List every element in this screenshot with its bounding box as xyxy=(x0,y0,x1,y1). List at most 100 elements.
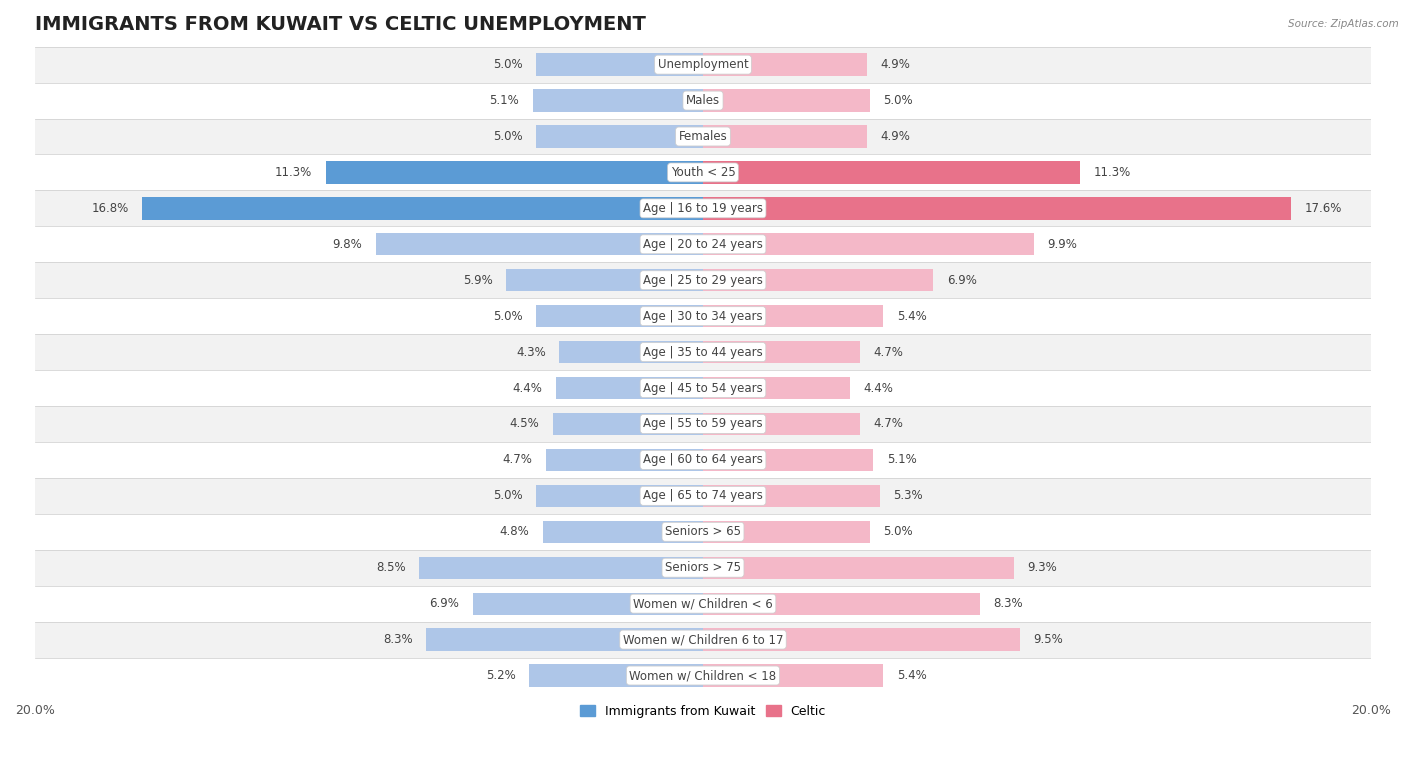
Text: 5.1%: 5.1% xyxy=(489,94,519,107)
Bar xyxy=(536,126,703,148)
Bar xyxy=(35,154,1371,191)
Text: 5.4%: 5.4% xyxy=(897,310,927,322)
Text: 4.5%: 4.5% xyxy=(509,417,540,431)
Bar xyxy=(543,521,703,543)
Text: 4.9%: 4.9% xyxy=(880,130,910,143)
Bar xyxy=(703,89,870,112)
Text: Age | 60 to 64 years: Age | 60 to 64 years xyxy=(643,453,763,466)
Bar xyxy=(533,89,703,112)
Bar xyxy=(375,233,703,255)
Bar xyxy=(560,341,703,363)
Text: 5.0%: 5.0% xyxy=(494,489,523,503)
Text: Age | 45 to 54 years: Age | 45 to 54 years xyxy=(643,382,763,394)
Text: 4.3%: 4.3% xyxy=(516,346,546,359)
Bar xyxy=(35,586,1371,621)
Text: Youth < 25: Youth < 25 xyxy=(671,166,735,179)
Bar xyxy=(703,161,1080,184)
Text: 4.8%: 4.8% xyxy=(499,525,529,538)
Bar xyxy=(703,413,860,435)
Text: 9.3%: 9.3% xyxy=(1026,561,1057,575)
Text: Source: ZipAtlas.com: Source: ZipAtlas.com xyxy=(1288,19,1399,29)
Bar xyxy=(553,413,703,435)
Bar xyxy=(703,126,866,148)
Bar xyxy=(703,484,880,507)
Text: 4.7%: 4.7% xyxy=(503,453,533,466)
Bar xyxy=(536,484,703,507)
Text: Age | 16 to 19 years: Age | 16 to 19 years xyxy=(643,202,763,215)
Text: 17.6%: 17.6% xyxy=(1305,202,1341,215)
Bar xyxy=(35,334,1371,370)
Text: Women w/ Children 6 to 17: Women w/ Children 6 to 17 xyxy=(623,633,783,646)
Text: 5.9%: 5.9% xyxy=(463,274,492,287)
Bar xyxy=(35,191,1371,226)
Bar xyxy=(546,449,703,471)
Text: 4.7%: 4.7% xyxy=(873,417,903,431)
Bar xyxy=(426,628,703,651)
Bar xyxy=(703,593,980,615)
Text: 8.3%: 8.3% xyxy=(382,633,412,646)
Text: 11.3%: 11.3% xyxy=(1094,166,1130,179)
Text: Females: Females xyxy=(679,130,727,143)
Bar xyxy=(703,233,1033,255)
Text: 5.0%: 5.0% xyxy=(494,130,523,143)
Bar xyxy=(35,442,1371,478)
Text: 5.1%: 5.1% xyxy=(887,453,917,466)
Text: 4.4%: 4.4% xyxy=(513,382,543,394)
Bar xyxy=(703,377,851,399)
Text: 5.0%: 5.0% xyxy=(883,525,912,538)
Text: 11.3%: 11.3% xyxy=(276,166,312,179)
Text: 5.3%: 5.3% xyxy=(893,489,922,503)
Text: 5.0%: 5.0% xyxy=(494,58,523,71)
Text: 9.5%: 9.5% xyxy=(1033,633,1063,646)
Text: Seniors > 75: Seniors > 75 xyxy=(665,561,741,575)
Text: Males: Males xyxy=(686,94,720,107)
Text: 8.5%: 8.5% xyxy=(375,561,406,575)
Text: Age | 55 to 59 years: Age | 55 to 59 years xyxy=(643,417,763,431)
Text: Age | 30 to 34 years: Age | 30 to 34 years xyxy=(643,310,763,322)
Bar xyxy=(35,621,1371,658)
Text: IMMIGRANTS FROM KUWAIT VS CELTIC UNEMPLOYMENT: IMMIGRANTS FROM KUWAIT VS CELTIC UNEMPLO… xyxy=(35,15,645,34)
Bar xyxy=(703,341,860,363)
Legend: Immigrants from Kuwait, Celtic: Immigrants from Kuwait, Celtic xyxy=(575,699,831,723)
Bar xyxy=(555,377,703,399)
Text: Age | 25 to 29 years: Age | 25 to 29 years xyxy=(643,274,763,287)
Text: 5.2%: 5.2% xyxy=(486,669,516,682)
Bar xyxy=(703,628,1021,651)
Text: 4.7%: 4.7% xyxy=(873,346,903,359)
Bar xyxy=(326,161,703,184)
Text: 8.3%: 8.3% xyxy=(994,597,1024,610)
Bar xyxy=(35,262,1371,298)
Text: 5.0%: 5.0% xyxy=(883,94,912,107)
Bar xyxy=(35,226,1371,262)
Bar xyxy=(472,593,703,615)
Text: 4.9%: 4.9% xyxy=(880,58,910,71)
Bar xyxy=(35,47,1371,83)
Bar xyxy=(703,305,883,327)
Bar xyxy=(35,514,1371,550)
Bar xyxy=(703,665,883,687)
Bar xyxy=(35,550,1371,586)
Bar xyxy=(536,305,703,327)
Bar xyxy=(536,54,703,76)
Bar xyxy=(142,198,703,220)
Bar xyxy=(35,298,1371,334)
Text: 5.0%: 5.0% xyxy=(494,310,523,322)
Bar xyxy=(506,269,703,291)
Text: 4.4%: 4.4% xyxy=(863,382,893,394)
Bar xyxy=(529,665,703,687)
Text: Age | 20 to 24 years: Age | 20 to 24 years xyxy=(643,238,763,251)
Text: 9.9%: 9.9% xyxy=(1047,238,1077,251)
Text: 16.8%: 16.8% xyxy=(91,202,128,215)
Bar xyxy=(703,556,1014,579)
Bar xyxy=(35,83,1371,119)
Text: 9.8%: 9.8% xyxy=(333,238,363,251)
Bar xyxy=(35,370,1371,406)
Text: Women w/ Children < 6: Women w/ Children < 6 xyxy=(633,597,773,610)
Text: Seniors > 65: Seniors > 65 xyxy=(665,525,741,538)
Bar xyxy=(35,406,1371,442)
Bar xyxy=(703,54,866,76)
Text: Age | 35 to 44 years: Age | 35 to 44 years xyxy=(643,346,763,359)
Text: Unemployment: Unemployment xyxy=(658,58,748,71)
Text: Women w/ Children < 18: Women w/ Children < 18 xyxy=(630,669,776,682)
Bar xyxy=(35,658,1371,693)
